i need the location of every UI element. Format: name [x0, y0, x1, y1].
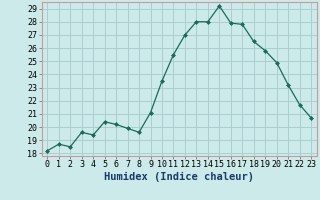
X-axis label: Humidex (Indice chaleur): Humidex (Indice chaleur): [104, 172, 254, 182]
